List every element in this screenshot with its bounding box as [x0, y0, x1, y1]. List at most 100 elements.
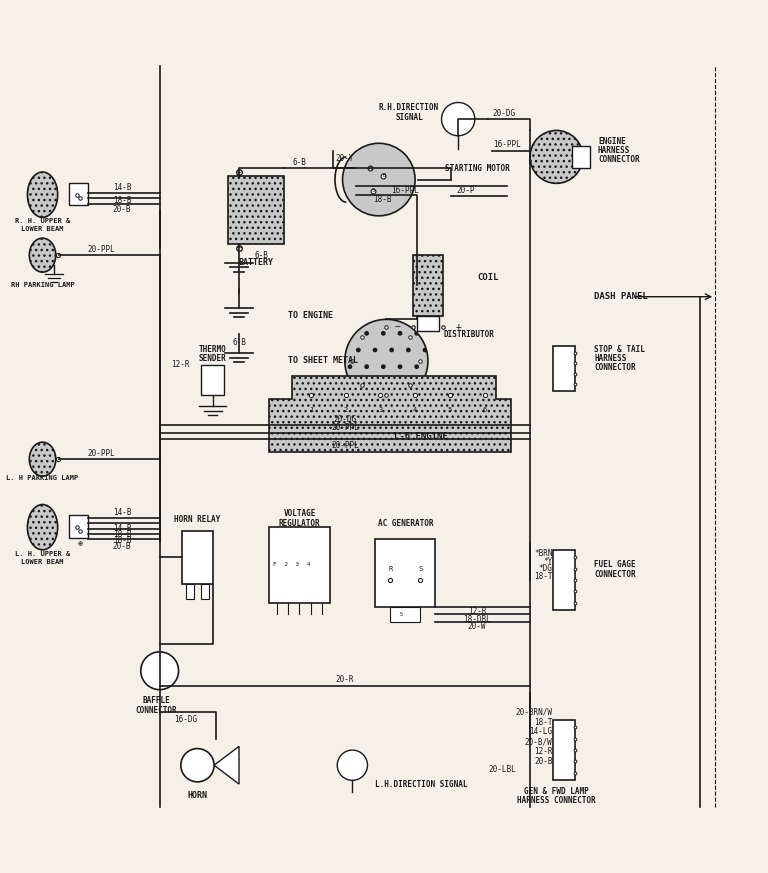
- Circle shape: [180, 748, 214, 782]
- Bar: [553, 720, 575, 780]
- Bar: [413, 255, 443, 316]
- Bar: [571, 146, 591, 168]
- Text: 2: 2: [343, 407, 348, 413]
- Text: REGULATOR: REGULATOR: [279, 519, 320, 528]
- Text: 20-DG: 20-DG: [333, 416, 356, 424]
- Text: 20-PPL: 20-PPL: [331, 423, 359, 432]
- Text: 20-R: 20-R: [336, 676, 354, 684]
- Text: HARNESS CONNECTOR: HARNESS CONNECTOR: [517, 796, 596, 805]
- Text: 18-B: 18-B: [113, 536, 131, 546]
- Text: HARNESS: HARNESS: [598, 147, 631, 155]
- Text: 16-PPL: 16-PPL: [392, 187, 419, 196]
- Text: 18-T: 18-T: [534, 718, 553, 726]
- Text: 20-B: 20-B: [113, 541, 131, 551]
- Text: R: R: [388, 566, 392, 572]
- Circle shape: [530, 130, 583, 183]
- Text: 12-R: 12-R: [468, 608, 486, 616]
- Text: 20-PPL: 20-PPL: [88, 449, 115, 457]
- Text: B: B: [382, 173, 386, 178]
- Ellipse shape: [29, 238, 56, 272]
- Text: R. H. UPPER &: R. H. UPPER &: [15, 218, 70, 224]
- Bar: [416, 316, 439, 331]
- Text: 14-B: 14-B: [113, 524, 131, 533]
- Text: 16-DG: 16-DG: [174, 715, 197, 725]
- Text: 12-R: 12-R: [171, 361, 190, 369]
- Text: 5: 5: [400, 612, 403, 617]
- Text: R: R: [368, 166, 372, 171]
- Text: +: +: [455, 322, 461, 332]
- Text: DASH PANEL: DASH PANEL: [594, 292, 648, 301]
- Text: *DG: *DG: [539, 564, 553, 574]
- Text: VOLTAGE: VOLTAGE: [283, 509, 316, 518]
- Text: STOP & TAIL: STOP & TAIL: [594, 345, 645, 354]
- Text: 14-B: 14-B: [113, 507, 131, 517]
- Text: RH PARKING LAMP: RH PARKING LAMP: [11, 282, 74, 288]
- Text: −: −: [395, 322, 401, 332]
- Bar: [69, 182, 88, 205]
- Text: TO SHEET METAL: TO SHEET METAL: [288, 356, 358, 366]
- Text: BAFFLE: BAFFLE: [142, 697, 170, 705]
- Ellipse shape: [28, 505, 58, 550]
- Bar: [227, 175, 284, 244]
- Text: S: S: [371, 189, 375, 194]
- Text: 12-R: 12-R: [534, 747, 553, 756]
- Circle shape: [141, 652, 179, 690]
- Text: 18-B: 18-B: [373, 196, 392, 204]
- Bar: [182, 531, 213, 584]
- Circle shape: [345, 320, 428, 402]
- Text: 14-B: 14-B: [113, 182, 131, 192]
- Text: −: −: [237, 243, 241, 252]
- Circle shape: [343, 143, 415, 216]
- Text: SIGNAL: SIGNAL: [396, 113, 423, 122]
- Text: 20-Y: 20-Y: [336, 154, 354, 163]
- Polygon shape: [270, 376, 511, 451]
- Text: BATTERY: BATTERY: [239, 258, 273, 267]
- Text: 20-LBL: 20-LBL: [488, 765, 516, 773]
- Text: L. H. UPPER &: L. H. UPPER &: [15, 551, 70, 557]
- Text: 18-DBL: 18-DBL: [463, 615, 491, 624]
- Text: 20-B: 20-B: [534, 757, 553, 766]
- Text: 20-B/W: 20-B/W: [525, 738, 553, 746]
- Bar: [227, 175, 284, 244]
- Polygon shape: [214, 746, 239, 784]
- Text: 14-LG: 14-LG: [529, 727, 553, 737]
- Text: GEN & FWD LAMP: GEN & FWD LAMP: [524, 787, 589, 796]
- Bar: [69, 515, 88, 538]
- Text: 20-P: 20-P: [456, 187, 475, 196]
- Bar: [201, 365, 224, 395]
- Text: THERMO: THERMO: [199, 345, 227, 354]
- Text: 3: 3: [378, 407, 382, 413]
- Text: 5: 5: [448, 407, 452, 413]
- Text: L.H.DIRECTION SIGNAL: L.H.DIRECTION SIGNAL: [375, 780, 468, 788]
- Text: F  2  3  4: F 2 3 4: [273, 562, 311, 567]
- Text: *Y: *Y: [544, 557, 553, 566]
- Text: 6-B: 6-B: [254, 251, 268, 259]
- Bar: [390, 607, 420, 622]
- Text: 1: 1: [309, 407, 313, 413]
- Text: HARNESS: HARNESS: [594, 354, 627, 363]
- Text: STARTING MOTOR: STARTING MOTOR: [445, 164, 510, 173]
- Bar: [375, 539, 435, 607]
- Text: 20-PPL: 20-PPL: [331, 441, 359, 450]
- Text: 16-PPL: 16-PPL: [493, 141, 521, 149]
- Text: DISTRIBUTOR: DISTRIBUTOR: [443, 330, 494, 339]
- Text: 18-B: 18-B: [113, 530, 131, 540]
- Ellipse shape: [29, 442, 56, 476]
- Text: 18-T: 18-T: [534, 572, 553, 581]
- Text: CONNECTOR: CONNECTOR: [598, 155, 640, 164]
- Text: HORN RELAY: HORN RELAY: [174, 515, 220, 524]
- Bar: [270, 527, 329, 602]
- Circle shape: [442, 102, 475, 135]
- Ellipse shape: [28, 172, 58, 217]
- Text: CONNECTOR: CONNECTOR: [594, 569, 636, 579]
- Text: 6-B: 6-B: [293, 158, 306, 168]
- Text: 20-W: 20-W: [468, 622, 486, 631]
- Text: 6: 6: [482, 407, 487, 413]
- Text: 20-PPL: 20-PPL: [88, 244, 115, 253]
- Text: COIL: COIL: [477, 273, 498, 282]
- Text: R.H.DIRECTION: R.H.DIRECTION: [379, 103, 439, 113]
- Text: ENGINE: ENGINE: [598, 137, 626, 147]
- Text: L-6 ENGINE: L-6 ENGINE: [393, 432, 447, 441]
- Text: S: S: [419, 566, 422, 572]
- Text: CONNECTOR: CONNECTOR: [135, 705, 177, 715]
